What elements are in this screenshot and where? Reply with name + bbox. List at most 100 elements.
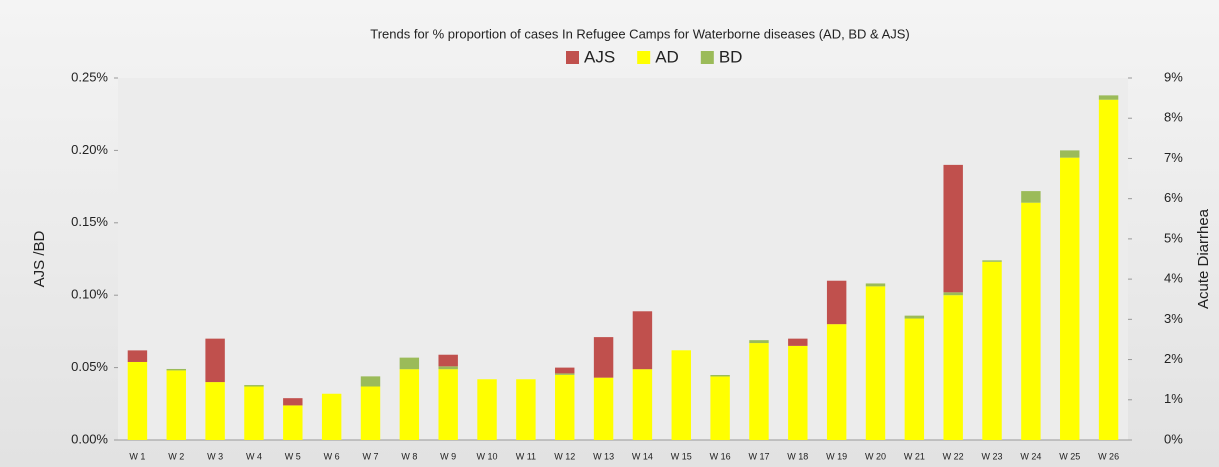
x-tick-label: W 1	[129, 451, 145, 461]
bar-segment	[749, 340, 769, 344]
x-tick-label: W 18	[787, 451, 808, 461]
bar-segment	[283, 405, 303, 440]
x-tick-label: W 15	[671, 451, 692, 461]
bar-segment	[1060, 157, 1080, 440]
bar-segment	[710, 376, 730, 440]
bar-segment	[166, 368, 186, 371]
x-tick-label: W 19	[826, 451, 847, 461]
bar-segment	[788, 338, 808, 346]
y-axis-label: AJS /BD	[31, 230, 48, 287]
legend-swatch	[566, 51, 579, 64]
bar-segment	[632, 311, 653, 370]
bar-segment	[477, 379, 497, 440]
bar-segment	[1060, 150, 1080, 158]
x-tick-label: W 25	[1059, 451, 1080, 461]
bar-segment	[1021, 202, 1041, 440]
bar-segment	[982, 260, 1002, 262]
bar-segment	[283, 398, 303, 406]
x-tick-label: W 16	[710, 451, 731, 461]
y-tick-label: 0.15%	[71, 214, 108, 229]
chart-title: Trends for % proportion of cases In Refu…	[370, 26, 910, 41]
bar-segment	[516, 379, 536, 440]
legend-label: AD	[655, 47, 679, 66]
x-tick-label: W 11	[516, 451, 536, 461]
y-tick-label: 0.25%	[71, 69, 108, 84]
legend-swatch	[637, 51, 651, 64]
bar-segment	[127, 350, 148, 362]
y-tick-label: 0.00%	[71, 431, 108, 446]
bar-segment	[904, 318, 925, 440]
bar-segment	[438, 369, 458, 440]
bar-segment	[555, 374, 575, 440]
legend-label: AJS	[584, 47, 615, 66]
legend-swatch	[700, 51, 714, 64]
y2-tick-label: 2%	[1164, 351, 1183, 366]
bar-segment	[904, 315, 925, 319]
x-tick-label: W 7	[362, 451, 378, 461]
x-tick-label: W 21	[904, 451, 925, 461]
x-tick-label: W 14	[632, 451, 653, 461]
bar-segment	[943, 164, 963, 293]
x-tick-label: W 13	[593, 451, 614, 461]
x-tick-label: W 4	[246, 451, 262, 461]
y2-tick-label: 6%	[1164, 190, 1183, 205]
bar-segment	[710, 375, 730, 377]
x-tick-label: W 20	[865, 451, 886, 461]
y-tick-label: 0.10%	[71, 287, 108, 302]
bar-segment	[244, 385, 264, 387]
bar-segment	[1098, 95, 1119, 100]
bar-segment	[555, 367, 575, 374]
y2-tick-label: 4%	[1164, 271, 1183, 286]
bar-segment	[982, 261, 1002, 440]
bar-segment	[438, 354, 458, 367]
bar-segment	[360, 376, 381, 387]
bar-segment	[788, 345, 808, 440]
y2-tick-label: 0%	[1164, 431, 1183, 446]
plot-area	[118, 78, 1128, 440]
bar-segment	[438, 366, 458, 370]
bar-segment	[399, 369, 420, 440]
y-tick-label: 0.20%	[71, 142, 108, 157]
x-tick-label: W 12	[554, 451, 575, 461]
x-tick-label: W 5	[285, 451, 301, 461]
y2-tick-label: 3%	[1164, 311, 1183, 326]
bar-segment	[593, 377, 614, 440]
bar-segment	[943, 292, 963, 296]
y2-tick-label: 5%	[1164, 230, 1183, 245]
bar-segment	[632, 369, 653, 440]
bar-segment	[399, 357, 420, 370]
x-tick-label: W 2	[168, 451, 184, 461]
x-tick-label: W 22	[943, 451, 964, 461]
x-tick-label: W 8	[401, 451, 417, 461]
bar-segment	[865, 286, 886, 440]
x-tick-label: W 9	[440, 451, 456, 461]
bar-segment	[244, 386, 264, 440]
x-tick-label: W 10	[477, 451, 498, 461]
x-tick-label: W 26	[1098, 451, 1119, 461]
x-tick-label: W 23	[982, 451, 1003, 461]
x-tick-label: W 6	[324, 451, 340, 461]
bar-segment	[593, 337, 614, 378]
y2-tick-label: 1%	[1164, 391, 1183, 406]
y2-axis-label: Acute Diarrhea	[1195, 208, 1212, 309]
x-tick-label: W 3	[207, 451, 223, 461]
y2-tick-label: 8%	[1164, 110, 1183, 125]
bar-segment	[205, 338, 225, 383]
y2-tick-label: 7%	[1164, 150, 1183, 165]
x-tick-label: W 17	[748, 451, 769, 461]
bar-segment	[321, 393, 342, 440]
bar-segment	[749, 343, 769, 440]
y2-tick-label: 9%	[1164, 69, 1183, 84]
bar-segment	[943, 295, 963, 440]
x-tick-label: W 24	[1020, 451, 1041, 461]
bar-segment	[360, 386, 381, 440]
bar-segment	[1021, 191, 1041, 203]
bar-segment	[865, 283, 886, 287]
bar-segment	[826, 324, 847, 440]
legend-label: BD	[719, 47, 743, 66]
bar-segment	[205, 382, 225, 440]
y-tick-label: 0.05%	[71, 359, 108, 374]
bar-segment	[1098, 99, 1119, 440]
bar-segment	[127, 361, 148, 440]
